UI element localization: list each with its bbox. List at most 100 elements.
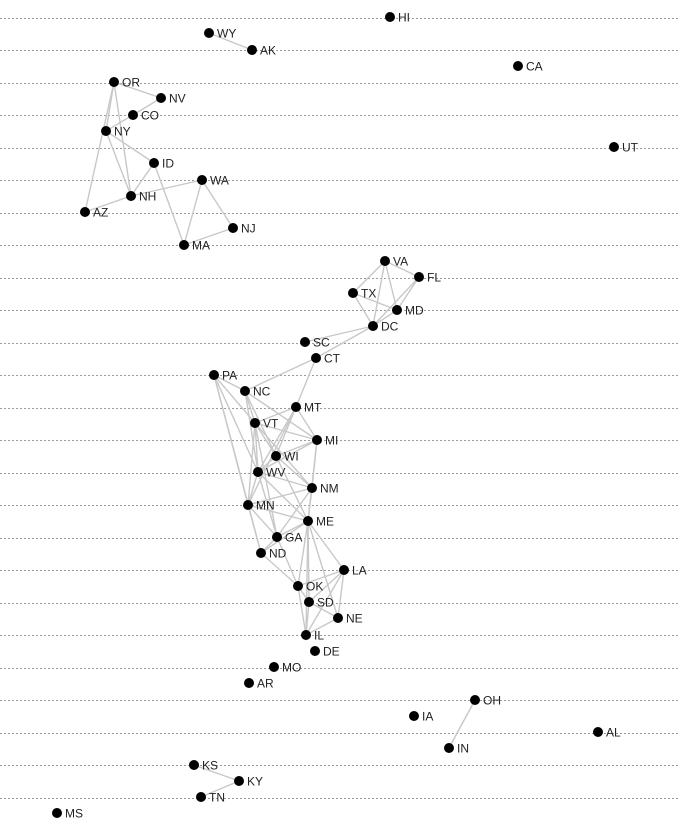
node-hi[interactable]: HI: [385, 11, 410, 25]
node-dot[interactable]: [250, 418, 260, 428]
node-il[interactable]: IL: [301, 629, 324, 643]
node-dot[interactable]: [513, 61, 523, 71]
node-dot[interactable]: [414, 272, 424, 282]
node-dot[interactable]: [310, 646, 320, 656]
node-dot[interactable]: [333, 613, 343, 623]
node-oh[interactable]: OH: [470, 694, 501, 708]
node-dot[interactable]: [380, 256, 390, 266]
node-va[interactable]: VA: [380, 255, 408, 269]
node-pa[interactable]: PA: [209, 369, 237, 383]
node-dot[interactable]: [196, 792, 206, 802]
node-me[interactable]: ME: [303, 515, 334, 529]
node-tn[interactable]: TN: [196, 791, 225, 805]
node-dot[interactable]: [197, 175, 207, 185]
node-dot[interactable]: [293, 581, 303, 591]
node-ok[interactable]: OK: [293, 580, 323, 594]
node-mt[interactable]: MT: [291, 401, 322, 415]
node-ak[interactable]: AK: [247, 44, 276, 58]
node-ms[interactable]: MS: [52, 807, 83, 821]
node-wy[interactable]: WY: [204, 27, 236, 41]
node-dot[interactable]: [307, 483, 317, 493]
node-dot[interactable]: [368, 321, 378, 331]
node-dot[interactable]: [291, 402, 301, 412]
node-wv[interactable]: WV: [253, 466, 285, 480]
node-sc[interactable]: SC: [300, 336, 330, 350]
node-dot[interactable]: [156, 93, 166, 103]
node-id[interactable]: ID: [149, 157, 174, 171]
node-ca[interactable]: CA: [513, 60, 543, 74]
node-dot[interactable]: [444, 743, 454, 753]
node-nv[interactable]: NV: [156, 92, 186, 106]
node-dot[interactable]: [409, 711, 419, 721]
node-or[interactable]: OR: [109, 76, 140, 90]
node-ct[interactable]: CT: [311, 352, 341, 366]
node-nd[interactable]: ND: [256, 547, 287, 561]
node-tx[interactable]: TX: [348, 287, 376, 301]
node-dot[interactable]: [128, 110, 138, 120]
node-ny[interactable]: NY: [101, 125, 131, 139]
node-md[interactable]: MD: [392, 304, 424, 318]
node-dot[interactable]: [609, 142, 619, 152]
node-dot[interactable]: [300, 337, 310, 347]
node-dot[interactable]: [312, 435, 322, 445]
node-az[interactable]: AZ: [80, 206, 108, 220]
node-dot[interactable]: [109, 77, 119, 87]
node-dot[interactable]: [392, 305, 402, 315]
node-nj[interactable]: NJ: [228, 222, 256, 236]
node-dc[interactable]: DC: [368, 320, 399, 334]
node-ut[interactable]: UT: [609, 141, 639, 155]
node-nc[interactable]: NC: [240, 385, 271, 399]
node-dot[interactable]: [243, 500, 253, 510]
node-dot[interactable]: [253, 467, 263, 477]
node-dot[interactable]: [311, 353, 321, 363]
node-sd[interactable]: SD: [304, 596, 334, 610]
node-dot[interactable]: [339, 565, 349, 575]
node-ne[interactable]: NE: [333, 612, 363, 626]
node-dot[interactable]: [256, 548, 266, 558]
node-dot[interactable]: [101, 126, 111, 136]
node-dot[interactable]: [348, 288, 358, 298]
node-ky[interactable]: KY: [234, 775, 263, 789]
node-dot[interactable]: [52, 808, 62, 818]
node-nh[interactable]: NH: [126, 190, 156, 204]
node-dot[interactable]: [80, 207, 90, 217]
node-dot[interactable]: [209, 370, 219, 380]
node-dot[interactable]: [593, 727, 603, 737]
node-dot[interactable]: [269, 662, 279, 672]
node-wa[interactable]: WA: [197, 174, 229, 188]
node-dot[interactable]: [240, 386, 250, 396]
node-dot[interactable]: [271, 451, 281, 461]
node-dot[interactable]: [247, 45, 257, 55]
node-dot[interactable]: [272, 532, 282, 542]
node-mn[interactable]: MN: [243, 499, 275, 513]
node-dot[interactable]: [228, 223, 238, 233]
node-nm[interactable]: NM: [307, 482, 339, 496]
node-in[interactable]: IN: [444, 742, 469, 756]
node-dot[interactable]: [304, 597, 314, 607]
node-ga[interactable]: GA: [272, 531, 302, 545]
node-ma[interactable]: MA: [179, 239, 210, 253]
node-ks[interactable]: KS: [189, 759, 218, 773]
node-dot[interactable]: [385, 12, 395, 22]
node-fl[interactable]: FL: [414, 271, 441, 285]
node-dot[interactable]: [179, 240, 189, 250]
node-dot[interactable]: [301, 630, 311, 640]
node-ia[interactable]: IA: [409, 710, 433, 724]
node-mi[interactable]: MI: [312, 434, 338, 448]
node-dot[interactable]: [149, 158, 159, 168]
node-dot[interactable]: [234, 776, 244, 786]
node-de[interactable]: DE: [310, 645, 340, 659]
node-wi[interactable]: WI: [271, 450, 299, 464]
node-dot[interactable]: [189, 760, 199, 770]
node-vt[interactable]: VT: [250, 417, 279, 431]
node-al[interactable]: AL: [593, 726, 621, 740]
node-mo[interactable]: MO: [269, 661, 301, 675]
node-la[interactable]: LA: [339, 564, 367, 578]
node-dot[interactable]: [244, 678, 254, 688]
node-dot[interactable]: [470, 695, 480, 705]
node-ar[interactable]: AR: [244, 677, 274, 691]
node-dot[interactable]: [303, 516, 313, 526]
node-dot[interactable]: [204, 28, 214, 38]
node-co[interactable]: CO: [128, 109, 159, 123]
node-dot[interactable]: [126, 191, 136, 201]
